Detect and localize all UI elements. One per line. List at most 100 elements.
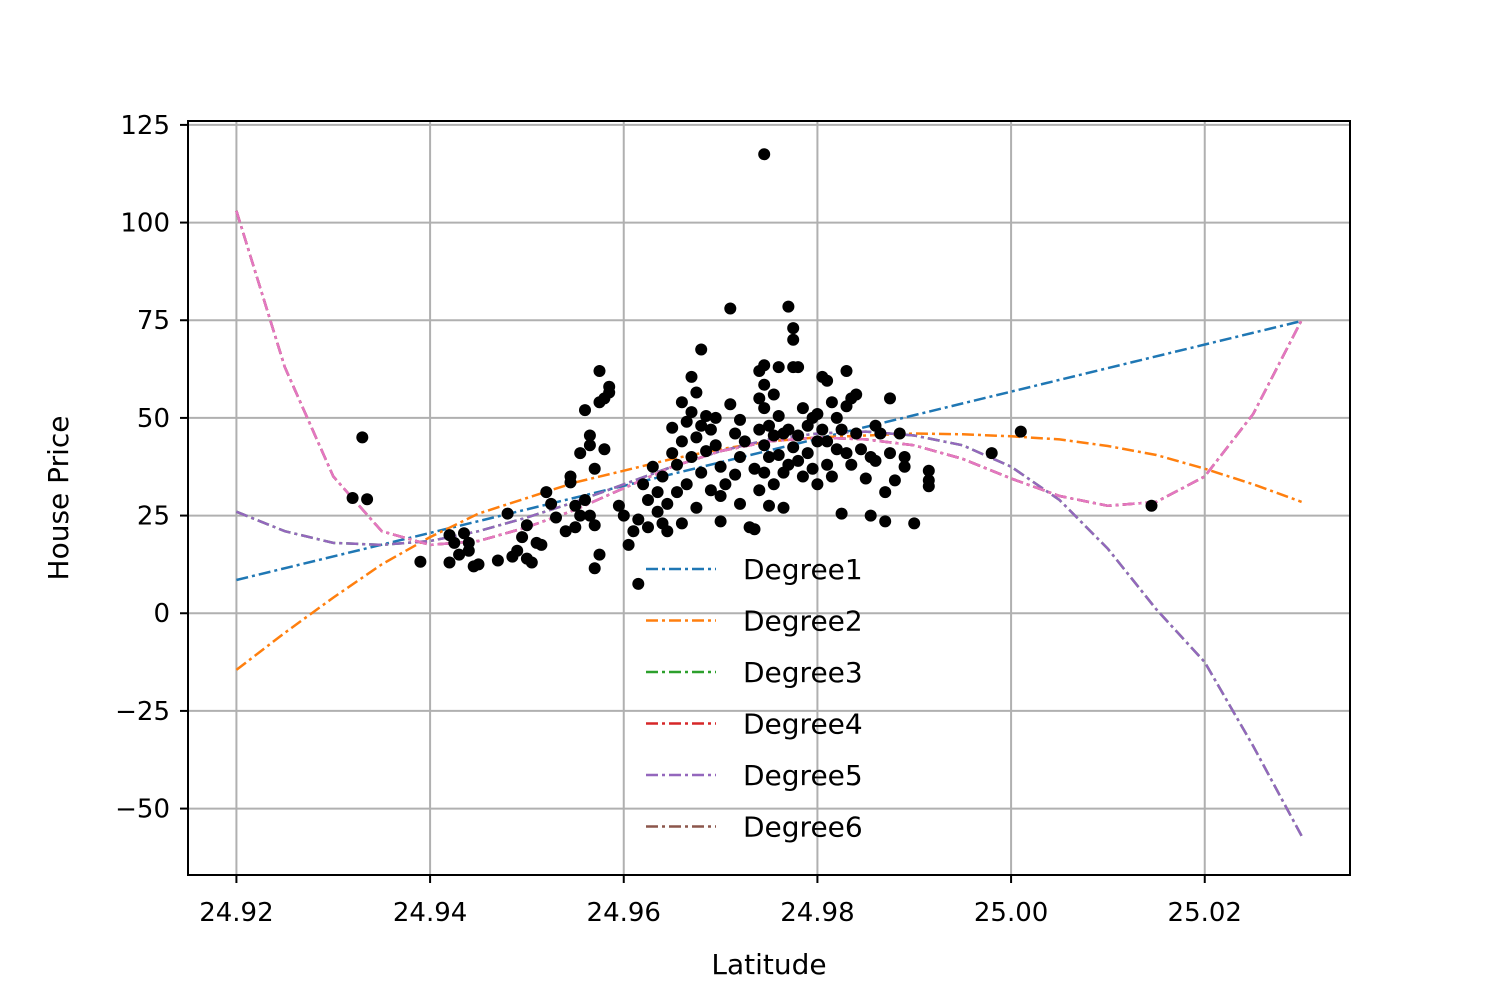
scatter-point [564, 470, 577, 483]
y-axis: 125 100 75 50 25 0 −25 −50 [115, 111, 188, 825]
scatter-point [661, 497, 674, 510]
scatter-point [588, 562, 601, 575]
scatter-point [888, 474, 901, 487]
x-tick-label: 24.92 [199, 898, 273, 928]
scatter-point [637, 478, 650, 491]
y-tick-label: −50 [115, 795, 170, 825]
scatter-point [806, 462, 819, 475]
scatter-point [772, 449, 785, 461]
scatter-point [593, 365, 606, 377]
scatter-point [685, 451, 698, 463]
scatter-point [574, 509, 587, 522]
scatter-point [448, 536, 461, 549]
scatter-point [811, 408, 824, 420]
series-line-degree1 [236, 319, 1302, 582]
scatter-point [734, 451, 746, 463]
legend-label: Degree5 [743, 759, 863, 792]
y-tick-label: 25 [137, 502, 170, 532]
scatter-point [680, 478, 693, 491]
scatter-point [811, 435, 824, 448]
scatter-point [690, 386, 703, 399]
scatter-point [675, 517, 688, 530]
scatter-point [520, 519, 533, 532]
y-tick-label: −25 [115, 697, 170, 727]
x-tick-label: 24.94 [393, 898, 467, 928]
scatter-point [767, 429, 780, 442]
scatter-point [763, 419, 775, 432]
scatter-point [729, 468, 742, 481]
y-tick-label: 50 [137, 404, 170, 434]
y-tick-label: 100 [120, 209, 170, 239]
scatter-point [593, 548, 606, 561]
legend: Degree1 Degree2 Degree3 Degree4 Degree5 Degre… [646, 553, 863, 844]
scatter-point [559, 525, 572, 538]
legend-label: Degree2 [743, 605, 863, 638]
x-axis: 24.92 24.94 24.96 24.98 25.00 25.02 [199, 875, 1242, 928]
scatter-point [632, 513, 645, 526]
scatter-point [462, 536, 475, 549]
scatter-point [748, 523, 761, 536]
scatter-point [734, 413, 746, 426]
scatter-point [898, 451, 911, 463]
scatter-point [472, 558, 485, 571]
scatter-point [792, 361, 805, 374]
scatter-point [579, 404, 591, 417]
legend-item-degree4: Degree4 [646, 708, 863, 741]
scatter-point [772, 410, 785, 422]
scatter-point [850, 427, 863, 440]
scatter-point [545, 497, 558, 510]
scatter-point [908, 517, 921, 530]
scatter-point [719, 478, 732, 491]
scatter-point [879, 515, 892, 528]
scatter-point [782, 423, 795, 436]
scatter-points [346, 148, 1158, 590]
scatter-point [855, 443, 867, 456]
scatter-point [835, 507, 848, 520]
scatter-point [758, 378, 771, 391]
scatter-point [453, 548, 466, 561]
scatter-point [356, 431, 369, 444]
scatter-point [661, 525, 674, 538]
scatter-point [729, 427, 742, 440]
y-axis-label: House Price [42, 416, 75, 581]
scatter-point [666, 447, 679, 460]
scatter-point [588, 462, 601, 475]
x-axis-label: Latitude [711, 948, 826, 981]
legend-label: Degree1 [743, 553, 863, 586]
legend-label: Degree6 [743, 811, 863, 844]
scatter-point [583, 439, 596, 452]
scatter-point [685, 370, 698, 383]
scatter-point [758, 148, 771, 161]
x-tick-label: 24.96 [587, 898, 661, 928]
scatter-point [922, 464, 935, 477]
scatter-point [704, 484, 717, 497]
series-line-unlabeled [235, 210, 1303, 547]
scatter-point [753, 423, 766, 436]
scatter-point [884, 447, 896, 460]
scatter-point [869, 454, 882, 467]
legend-item-degree1: Degree1 [646, 553, 863, 586]
scatter-point [748, 462, 761, 475]
scatter-point [792, 429, 805, 442]
x-tick-label: 25.00 [974, 898, 1048, 928]
scatter-point [680, 415, 693, 428]
scatter-point [835, 423, 848, 436]
scatter-point [656, 470, 669, 483]
scatter-point [840, 365, 853, 377]
scatter-point [772, 361, 785, 374]
scatter-point [617, 509, 630, 522]
scatter-point [501, 507, 514, 520]
series-line-degree4 [235, 210, 1303, 547]
scatter-point [845, 458, 858, 471]
scatter-point [821, 374, 834, 387]
scatter-point [758, 439, 771, 452]
scatter-point [695, 343, 708, 356]
scatter-point [458, 527, 470, 540]
scatter-point [763, 499, 775, 512]
legend-label: Degree4 [743, 708, 863, 741]
grid [188, 121, 1350, 875]
scatter-point [985, 447, 998, 460]
scatter-point [588, 519, 601, 532]
series-line-degree2 [235, 432, 1303, 671]
scatter-point [738, 435, 751, 448]
